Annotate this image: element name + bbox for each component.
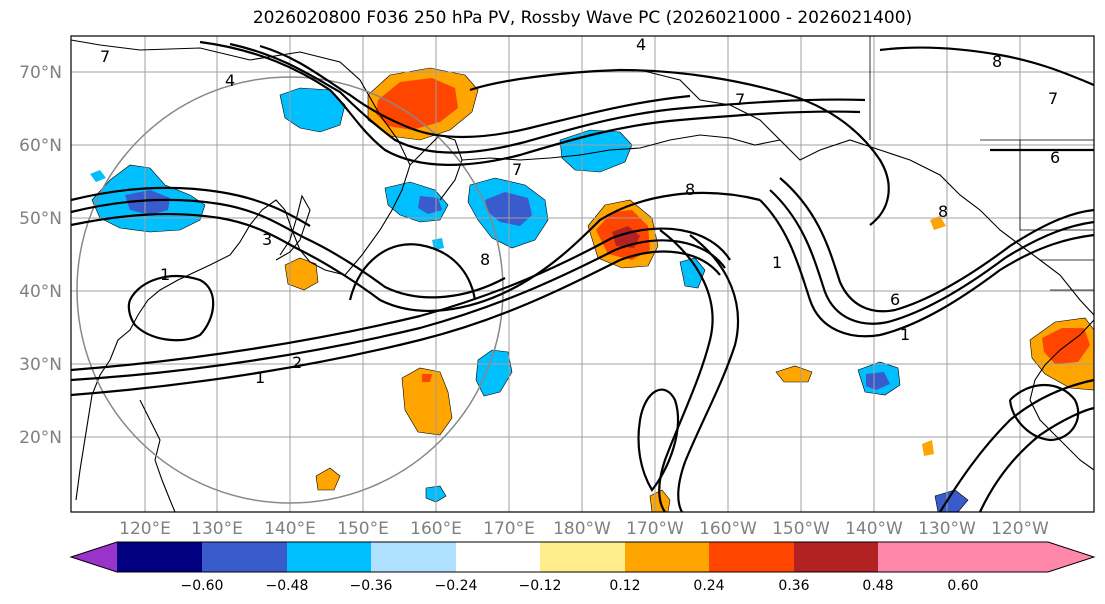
colorbar-tick-label: 0.60 xyxy=(947,578,978,594)
lat-label: 30°N xyxy=(19,355,62,375)
neg-anomaly-bering xyxy=(559,129,633,173)
coast-alaska xyxy=(639,69,1095,316)
lat-label: 60°N xyxy=(19,136,62,156)
contour-label: 4 xyxy=(636,35,646,54)
pos-anomaly-subtropic-core xyxy=(422,374,432,382)
contour-label: 8 xyxy=(938,202,948,221)
anomaly-shading xyxy=(90,67,1095,513)
lat-axis: 70°N 60°N 50°N 40°N 30°N 20°N xyxy=(19,63,62,448)
lon-label: 150°E xyxy=(337,519,389,539)
colorbar-max-extension xyxy=(963,542,1094,572)
colorbar-outline xyxy=(69,541,1096,573)
colorbar-tick-label: −0.24 xyxy=(435,578,478,594)
contour-label: 8 xyxy=(685,180,695,199)
contour-label: 6 xyxy=(1050,148,1060,167)
contour-label: 1 xyxy=(900,325,910,344)
pv-contours xyxy=(70,40,1095,513)
pos-anomaly-subtropic2 xyxy=(775,365,813,383)
colorbar-tick-label: −0.48 xyxy=(266,578,309,594)
colorbar-segment xyxy=(878,542,963,572)
pos-anomaly-small4 xyxy=(922,440,934,456)
colorbar-segment xyxy=(456,542,540,572)
reference-circle xyxy=(76,76,504,504)
lon-label: 150°W xyxy=(772,519,830,539)
lon-label: 140°W xyxy=(845,519,903,539)
lon-axis: 120°E 130°E 140°E 150°E 160°E 170°E 180°… xyxy=(119,519,1049,539)
lat-label: 70°N xyxy=(19,63,62,83)
contour-label: 7 xyxy=(1048,89,1058,108)
lat-label: 20°N xyxy=(19,428,62,448)
colorbar: −0.60 −0.48 −0.36 −0.24 −0.12 0.12 0.24 … xyxy=(69,541,1096,594)
lat-label: 40°N xyxy=(19,282,62,302)
colorbar-tick-label: −0.36 xyxy=(350,578,393,594)
coast-aleutians xyxy=(461,134,781,161)
colorbar-segment xyxy=(540,542,625,572)
lon-label: 180°W xyxy=(553,519,611,539)
colorbar-segment xyxy=(709,542,794,572)
contour-label: 7 xyxy=(735,90,745,109)
contour-label: 8 xyxy=(992,52,1002,71)
coast-asia xyxy=(70,39,411,501)
contour-label: 7 xyxy=(100,47,110,66)
lon-label: 160°E xyxy=(410,519,462,539)
lon-label: 130°W xyxy=(918,519,976,539)
pos-anomaly-subtropic xyxy=(401,367,453,436)
pos-anomaly-small1 xyxy=(315,467,341,491)
lon-label: 160°W xyxy=(699,519,757,539)
neg-anomaly-hawaii-north-core xyxy=(866,372,890,390)
coast-north-america-west xyxy=(1029,319,1095,471)
lon-label: 170°E xyxy=(483,519,535,539)
border-states xyxy=(1040,259,1094,291)
lon-label: 170°W xyxy=(626,519,684,539)
colorbar-tick-label: 0.12 xyxy=(609,578,640,594)
neg-anomaly-small3 xyxy=(90,170,106,182)
contour-label-group: 1 1 1 1 2 3 4 4 6 6 7 7 7 7 8 8 8 8 xyxy=(100,35,1060,387)
colorbar-tick-label: −0.12 xyxy=(519,578,562,594)
lon-label: 130°E xyxy=(191,519,243,539)
colorbar-segment xyxy=(287,542,371,572)
lon-label: 120°W xyxy=(991,519,1049,539)
colorbar-tick-label: 0.24 xyxy=(693,578,724,594)
map-frame xyxy=(70,35,1095,513)
colorbar-segment xyxy=(371,542,456,572)
lat-label: 50°N xyxy=(19,209,62,229)
colorbar-tick-label: −0.60 xyxy=(181,578,224,594)
colorbar-segment xyxy=(794,542,878,572)
contour-label: 2 xyxy=(292,353,302,372)
neg-anomaly-kamchatka-west-core xyxy=(125,190,170,215)
contour-label: 3 xyxy=(262,230,272,249)
contour-label: 7 xyxy=(512,160,522,179)
colorbar-min-extension xyxy=(71,542,117,572)
pos-anomaly-east-siberia-core xyxy=(376,78,458,130)
coast-philippines xyxy=(139,399,176,513)
colorbar-tick-label: 0.48 xyxy=(862,578,893,594)
contour-label: 4 xyxy=(225,71,235,90)
coastlines xyxy=(70,36,1095,513)
contour-label: 8 xyxy=(480,250,490,269)
colorbar-tick-label: 0.36 xyxy=(778,578,809,594)
contour-label: 6 xyxy=(890,290,900,309)
coast-japan xyxy=(275,194,311,261)
pos-anomaly-japan xyxy=(284,257,319,291)
colorbar-segment xyxy=(117,542,202,572)
contour-label: 1 xyxy=(255,368,265,387)
contour-label: 1 xyxy=(772,253,782,272)
map-title: 2026020800 F036 250 hPa PV, Rossby Wave … xyxy=(252,8,913,28)
colorbar-segment xyxy=(625,542,709,572)
neg-anomaly-small2 xyxy=(432,238,444,250)
colorbar-segment xyxy=(202,542,287,572)
pos-anomaly-small3 xyxy=(930,216,946,230)
lon-label: 140°E xyxy=(264,519,316,539)
lon-label: 120°E xyxy=(119,519,171,539)
contour-label: 1 xyxy=(160,265,170,284)
border-canada-us xyxy=(869,36,1094,231)
